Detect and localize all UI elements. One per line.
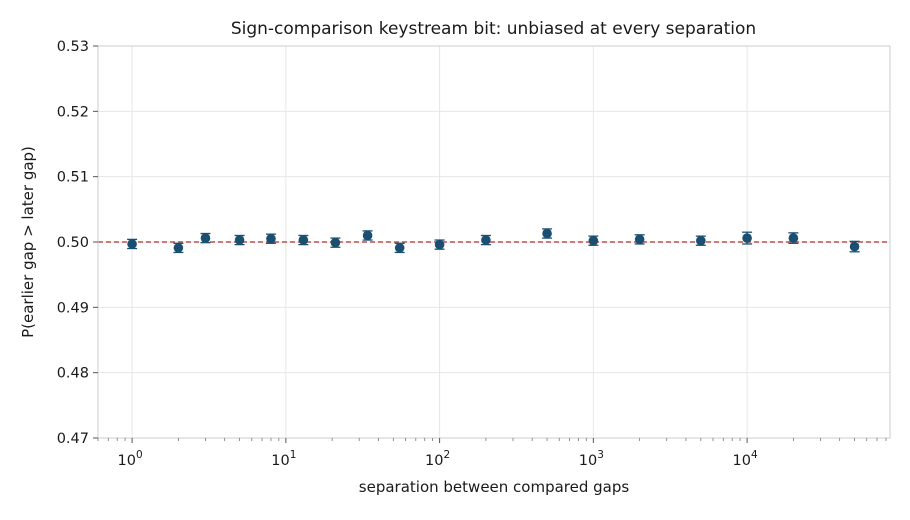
x-tick-label: 102	[425, 449, 450, 469]
chart-title: Sign-comparison keystream bit: unbiased …	[231, 19, 756, 39]
data-point	[434, 239, 445, 250]
y-tick-label: 0.48	[57, 366, 89, 382]
data-points	[127, 228, 860, 254]
data-point	[542, 228, 552, 239]
x-tick-label: 100	[118, 449, 143, 469]
data-point	[788, 233, 799, 243]
y-tick-label: 0.52	[57, 104, 89, 120]
x-tick-label: 104	[733, 449, 758, 469]
x-tick-label: 103	[579, 449, 604, 469]
data-point	[742, 233, 752, 243]
y-tick-label: 0.50	[57, 235, 89, 251]
y-tick-label: 0.47	[57, 431, 89, 447]
y-tick-label: 0.53	[57, 39, 89, 55]
data-point	[127, 239, 137, 249]
data-point	[173, 243, 184, 253]
data-point	[849, 241, 860, 252]
data-point	[362, 230, 373, 241]
data-point	[266, 233, 276, 244]
y-tick-label: 0.49	[57, 300, 89, 316]
data-point	[200, 233, 211, 243]
data-point	[234, 235, 245, 245]
x-tick-label: 101	[271, 449, 296, 469]
data-point	[634, 234, 645, 245]
y-tick-label: 0.51	[57, 170, 89, 186]
data-point	[696, 235, 706, 246]
data-point	[481, 235, 491, 245]
x-axis-label: separation between compared gaps	[359, 478, 630, 496]
y-axis: 0.47 0.48 0.49 0.50 0.51 0.52 0.53	[57, 39, 98, 447]
x-axis: 100 101 102 103 104	[97, 438, 887, 469]
data-point	[330, 237, 341, 248]
data-point	[298, 235, 309, 245]
y-axis-label: P(earlier gap > later gap)	[19, 146, 37, 338]
data-point	[588, 235, 599, 246]
data-point	[394, 243, 405, 253]
